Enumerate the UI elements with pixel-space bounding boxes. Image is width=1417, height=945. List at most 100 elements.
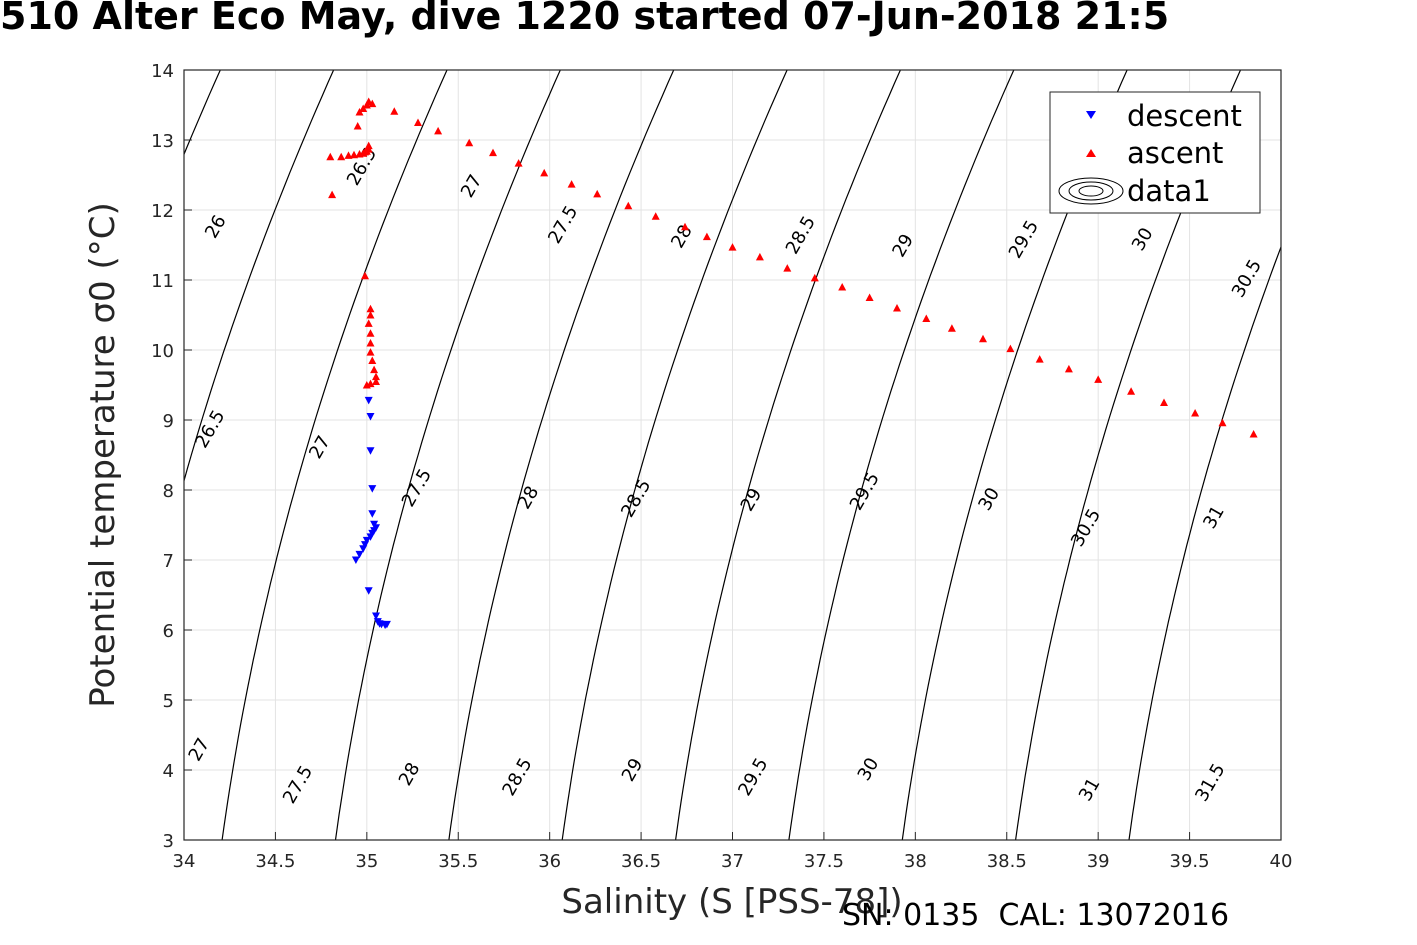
ascent-point [368,356,377,364]
descent-point [373,618,382,626]
descent-point [355,550,364,559]
x-tick-label: 34 [173,851,196,872]
ascent-point [979,334,987,343]
descent-point [368,485,377,493]
x-tick-label: 36.5 [621,851,661,872]
ascent-point [514,159,523,167]
contour-line-28 [334,70,561,840]
ascent-point [1127,387,1136,395]
ascent-point [372,377,380,385]
x-tick-label: 38.5 [987,851,1027,872]
ascent-point [540,168,549,177]
ascent-point [783,264,792,272]
ascent-point [567,180,576,188]
series-descent [351,396,391,630]
ascent-point [366,348,375,356]
y-tick-label: 9 [163,411,174,432]
ascent-point [728,243,737,251]
descent-point [351,556,360,564]
x-tick-label: 37.5 [804,851,844,872]
ascent-point [414,118,422,126]
ascent-point [372,372,380,381]
ascent-point [364,319,373,327]
ascent-point [1160,398,1168,406]
legend-ascent-label: ascent [1127,136,1223,170]
ascent-point [326,152,335,161]
ascent-point [366,379,375,388]
chart-title: 510 Alter Eco May, dive 1220 started 07-… [0,0,1170,38]
legend-descent-label: descent [1127,99,1242,133]
ascent-point [922,314,931,322]
ascent-point [366,339,375,347]
ascent-point [366,329,375,337]
legend-data1-label: data1 [1127,174,1211,208]
contour-line-30 [788,70,1015,840]
ascent-point [344,151,353,159]
descent-point [364,396,373,405]
ascent-point [350,150,358,159]
legend-contour-icon [1058,177,1124,205]
descent-point [366,413,375,421]
legend-box [1049,91,1261,214]
ascent-point [593,189,602,198]
ascent-point [624,201,633,210]
density-contours [184,70,1281,840]
ascent-point [1035,355,1044,363]
legend-descent-marker [1086,111,1096,119]
legend-ascent-marker [1086,149,1096,157]
ascent-point [651,212,660,220]
y-axis-ticks: 3 4 5 6 7 8 9 10 11 12 13 14 [151,61,192,852]
ascent-point [368,99,377,108]
series-ascent [326,97,1258,438]
ascent-point [865,293,874,301]
ascent-point [1191,409,1200,417]
ascent-point [1218,418,1227,427]
contour-line-29-5 [675,70,901,840]
descent-point [366,447,375,455]
x-tick-label: 36 [538,851,561,872]
legend: descent ascent data1 [1049,91,1261,214]
x-tick-label: 34.5 [255,851,295,872]
x-axis-ticks: 34 34.5 35 35.5 36 36.5 37 37.5 38 38.5 39 39.5 40 [173,832,1293,872]
contour-line-31-5 [1128,245,1281,840]
ascent-point [465,138,474,147]
x-tick-label: 39.5 [1170,851,1210,872]
ascent-point [1064,364,1073,373]
ascent-point [390,107,399,115]
x-tick-label: 37 [721,851,744,872]
descent-point [364,587,373,595]
descent-point [368,510,377,518]
ascent-point [370,365,379,374]
ascent-point [702,232,711,241]
ascent-point [1006,344,1015,353]
y-tick-label: 6 [163,621,174,642]
ascent-point [361,271,369,280]
x-tick-label: 38 [904,851,927,872]
y-tick-label: 5 [163,691,174,712]
y-tick-label: 14 [151,61,174,82]
contour-line-29 [561,70,788,840]
ascent-point [755,252,764,261]
descent-point [362,536,371,545]
contour-line-27 [184,70,335,483]
x-tick-label: 40 [1270,851,1293,872]
x-axis-label: Salinity (S [PSS-78]) [561,882,902,922]
ascent-point [810,273,819,282]
ascent-point [1249,430,1258,438]
ascent-point [893,304,901,312]
descent-point [372,612,380,620]
ascent-point [434,126,443,135]
contour-line-27-5 [221,70,448,840]
descent-point [370,520,379,529]
ascent-point [489,148,497,157]
ascent-point [328,190,337,199]
y-tick-label: 4 [163,761,174,782]
ascent-point [947,324,956,332]
ascent-point [364,141,373,150]
y-tick-label: 12 [151,201,174,222]
ascent-point [366,311,375,319]
y-axis-label: Potential temperature σ0 (°C) [83,202,123,708]
ascent-point [353,122,362,130]
